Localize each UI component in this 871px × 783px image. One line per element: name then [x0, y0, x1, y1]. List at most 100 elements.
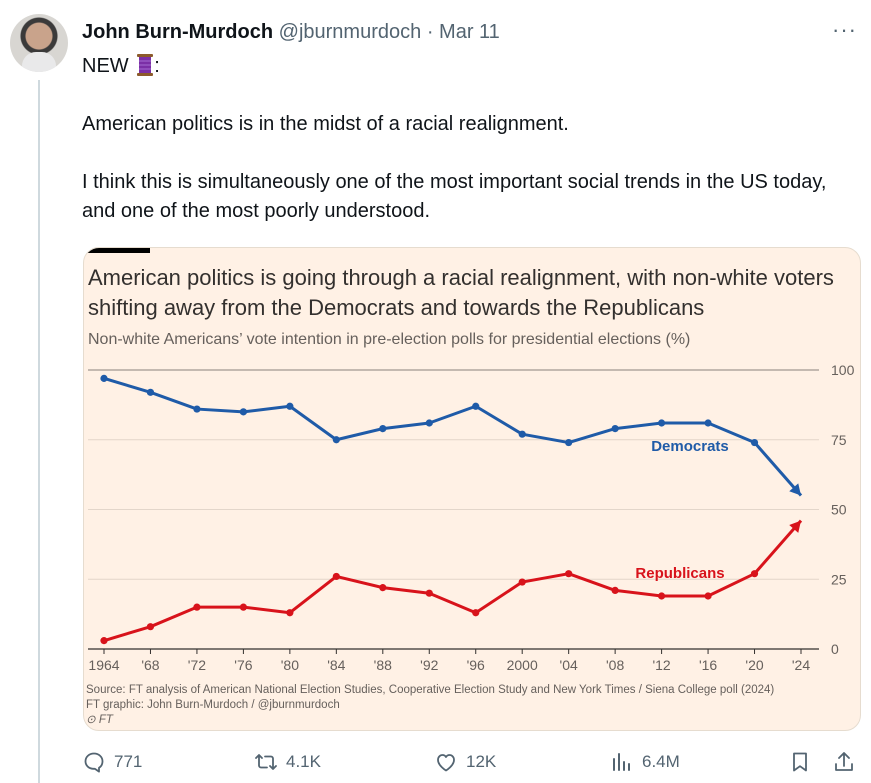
data-point-democrats [611, 424, 619, 433]
retweet-button[interactable]: 4.1K [254, 750, 321, 774]
data-point-democrats [658, 419, 666, 427]
data-point-republicans [379, 584, 387, 592]
data-point-democrats [239, 408, 247, 416]
more-options-button[interactable]: ··· [832, 17, 857, 42]
data-point-republicans [332, 572, 340, 581]
bookmark-button[interactable] [788, 750, 812, 774]
x-tick-label: '96 [467, 657, 485, 673]
x-tick-label: '68 [141, 657, 159, 673]
data-point-democrats [146, 388, 155, 396]
avatar[interactable] [10, 14, 68, 72]
series-arrowhead-republicans [789, 520, 801, 533]
chart-title: American politics is going through a rac… [88, 265, 834, 320]
author-name[interactable]: John Burn-Murdoch [82, 21, 274, 43]
retweet-icon [255, 754, 277, 770]
y-tick-label: 25 [831, 571, 847, 587]
data-point-republicans [239, 603, 247, 611]
data-point-republicans [565, 570, 573, 578]
ft-logo: ⊙ FT [86, 714, 113, 726]
data-point-democrats [425, 419, 433, 427]
tweet-date[interactable]: Mar 11 [439, 21, 500, 43]
chart-source: Source: FT analysis of American National… [86, 684, 775, 696]
x-tick-label: '08 [606, 657, 624, 673]
header-separator: · [426, 21, 434, 43]
author-handle[interactable]: @jburnmurdoch [278, 21, 422, 43]
x-tick-label: '72 [188, 657, 206, 673]
data-point-democrats [286, 402, 294, 410]
data-point-republicans [100, 637, 108, 645]
data-point-democrats [100, 374, 108, 382]
reply-icon [84, 752, 104, 773]
x-tick-label: '12 [652, 657, 670, 673]
y-tick-label: 0 [831, 641, 839, 657]
y-tick-label: 100 [831, 362, 855, 378]
tweet-new-colon: : [154, 55, 160, 77]
views-icon [613, 753, 630, 771]
series-arrow-line-republicans [753, 519, 803, 575]
data-point-democrats [472, 402, 480, 410]
data-point-republicans [704, 592, 712, 600]
data-point-democrats [518, 430, 526, 438]
tweet-paragraph-1: American politics is in the midst of a r… [82, 113, 569, 135]
bookmark-icon [793, 752, 807, 772]
x-tick-label: '80 [281, 657, 299, 673]
x-tick-label: '88 [374, 657, 392, 673]
x-tick-label: '04 [560, 657, 578, 673]
y-tick-label: 75 [831, 432, 847, 448]
share-button[interactable] [832, 750, 856, 774]
x-tick-label: 2000 [507, 657, 538, 673]
data-point-republicans [518, 578, 526, 586]
x-tick-label: 1964 [88, 657, 119, 673]
share-icon [835, 752, 853, 771]
series-arrowhead-democrats [789, 483, 801, 496]
ft-top-bar [84, 248, 150, 253]
tweet-text: NEW : American politics is in the midst … [82, 52, 862, 226]
retweet-count: 4.1K [286, 752, 321, 771]
data-point-republicans [472, 609, 480, 617]
heart-icon [437, 754, 455, 772]
x-tick-label: '24 [792, 657, 810, 673]
series-arrow-line-democrats [753, 441, 803, 497]
data-point-republicans [193, 603, 201, 611]
data-point-republicans [750, 570, 759, 578]
data-point-republicans [146, 623, 155, 631]
thread-spool-icon [137, 54, 154, 76]
chart-card[interactable]: American politics is going through a rac… [83, 247, 861, 731]
data-point-democrats [379, 424, 387, 433]
views-button[interactable]: 6.4M [610, 750, 680, 774]
data-point-republicans [611, 586, 619, 595]
series-label-republicans: Republicans [635, 565, 724, 582]
vote-intention-chart: 0 25 50 75 100 1964 '68 '72 '76 '80 '84 '88 '92 '96 20… [88, 362, 855, 673]
data-point-republicans [658, 592, 666, 600]
chart-credit: FT graphic: John Burn-Murdoch / @jburnmu… [86, 699, 340, 711]
reply-count: 771 [114, 752, 143, 771]
series-label-democrats: Democrats [651, 438, 729, 455]
series-line-republicans [103, 572, 756, 643]
reply-button[interactable]: 771 [82, 750, 142, 774]
x-tick-label: '16 [699, 657, 717, 673]
ft-logo-text: FT [98, 714, 113, 726]
data-point-democrats [750, 438, 759, 447]
data-point-democrats [193, 405, 201, 413]
x-tick-label: '20 [745, 657, 763, 673]
data-point-democrats [332, 436, 340, 444]
tweet-actions: 771 4.1K 12K 6.4M [82, 750, 862, 780]
thread-line [38, 80, 40, 783]
data-point-democrats [565, 438, 573, 447]
chart-subtitle: Non-white Americans’ vote intention in p… [88, 331, 691, 348]
views-count: 6.4M [642, 752, 680, 771]
tweet-paragraph-2: I think this is simultaneously one of th… [82, 171, 827, 222]
x-tick-label: '76 [234, 657, 252, 673]
y-tick-label: 50 [831, 502, 847, 518]
series-line-democrats [103, 376, 756, 445]
like-button[interactable]: 12K [434, 750, 496, 774]
tweet-new-label: NEW [82, 55, 135, 77]
tweet-line-new: NEW : [82, 52, 862, 81]
data-point-republicans [425, 589, 433, 597]
data-point-republicans [286, 609, 294, 617]
data-point-democrats [704, 419, 712, 427]
x-tick-label: '84 [327, 657, 345, 673]
x-tick-label: '92 [420, 657, 438, 673]
like-count: 12K [466, 752, 497, 771]
tweet-header: John Burn-Murdoch @jburnmurdoch · Mar 11 [82, 19, 500, 45]
